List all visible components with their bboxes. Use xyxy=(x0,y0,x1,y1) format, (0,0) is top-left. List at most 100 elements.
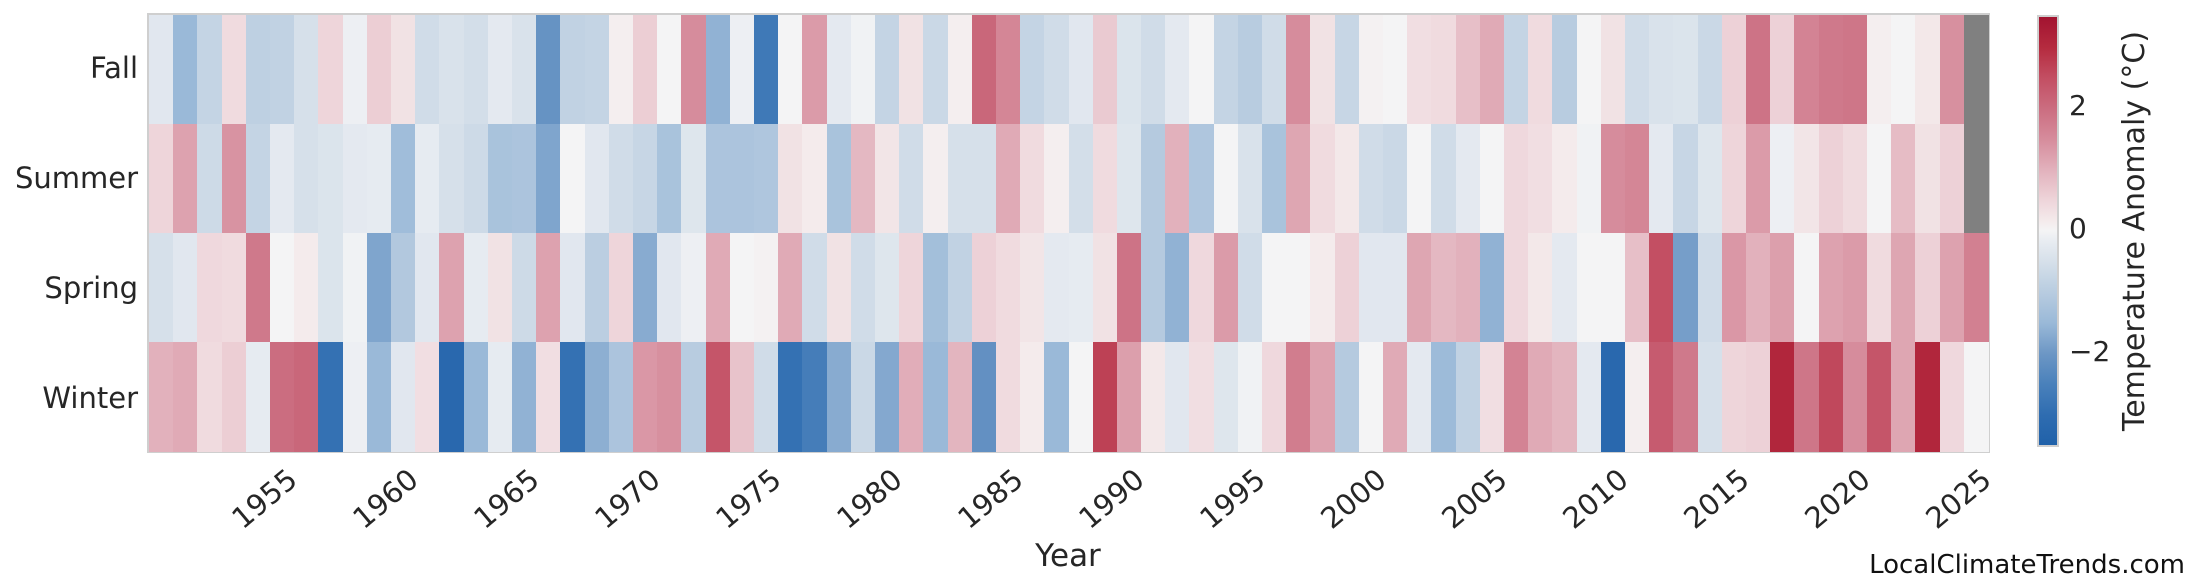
heatmap-cell xyxy=(1600,15,1626,125)
heatmap-cell xyxy=(245,342,271,452)
heatmap-cell xyxy=(1358,124,1384,234)
heatmap-cell xyxy=(1237,124,1263,234)
heatmap-cell xyxy=(1141,342,1166,452)
heatmap-cell xyxy=(778,342,803,452)
x-tick-label: 1960 xyxy=(346,462,425,536)
heatmap-cell xyxy=(1552,15,1578,125)
heatmap-cell xyxy=(221,233,247,343)
heatmap-cell xyxy=(1479,15,1505,125)
heatmap-cell xyxy=(584,124,610,234)
heatmap-cell xyxy=(1044,233,1070,343)
heatmap-cell xyxy=(1673,342,1699,452)
heatmap-grid xyxy=(147,13,1990,453)
heatmap-cell xyxy=(1794,342,1820,452)
colorbar-label: Temperature Anomaly (°C) xyxy=(2117,30,2152,432)
heatmap-cell xyxy=(584,15,610,125)
heatmap-cell xyxy=(1528,233,1554,343)
heatmap-cell xyxy=(1237,233,1263,343)
heatmap-cell xyxy=(778,233,803,343)
heatmap-cell xyxy=(1383,342,1408,452)
heatmap-cell xyxy=(536,124,561,234)
heatmap-cell xyxy=(1721,15,1747,125)
heatmap-cell xyxy=(390,342,416,452)
heatmap-cell xyxy=(173,124,198,234)
heatmap-cell xyxy=(1842,124,1868,234)
x-axis-label: Year xyxy=(1035,538,1101,574)
heatmap-cell xyxy=(1092,15,1118,125)
heatmap-cell xyxy=(1673,15,1699,125)
heatmap-cell xyxy=(1141,124,1166,234)
heatmap-cell xyxy=(1697,233,1723,343)
heatmap-cell xyxy=(1334,342,1360,452)
heatmap-cell xyxy=(657,342,682,452)
heatmap-cell xyxy=(560,342,586,452)
heatmap-cell xyxy=(1116,233,1142,343)
heatmap-cell xyxy=(850,233,876,343)
heatmap-cell xyxy=(1576,124,1602,234)
heatmap-cell xyxy=(1600,124,1626,234)
x-tick-label: 1975 xyxy=(709,462,788,536)
heatmap-cell xyxy=(245,15,271,125)
heatmap-cell xyxy=(511,233,537,343)
heatmap-cell xyxy=(294,342,319,452)
heatmap-cell xyxy=(1867,233,1892,343)
x-tick-label: 1970 xyxy=(588,462,667,536)
heatmap-cell xyxy=(608,15,634,125)
heatmap-cell xyxy=(1625,342,1650,452)
heatmap-cell xyxy=(366,342,392,452)
heatmap-cell xyxy=(1455,15,1481,125)
heatmap-cell xyxy=(1504,342,1529,452)
heatmap-cell xyxy=(608,342,634,452)
heatmap-cell xyxy=(1649,342,1675,452)
heatmap-cell xyxy=(995,15,1021,125)
heatmap-cell xyxy=(1818,15,1844,125)
heatmap-cell xyxy=(1867,342,1892,452)
heatmap-cell xyxy=(415,233,440,343)
heatmap-cell xyxy=(1770,124,1796,234)
heatmap-cell xyxy=(1455,233,1481,343)
heatmap-cell xyxy=(1649,15,1675,125)
heatmap-cell xyxy=(995,124,1021,234)
heatmap-cell xyxy=(1673,233,1699,343)
heatmap-cell xyxy=(1020,233,1045,343)
heatmap-cell xyxy=(1528,342,1554,452)
heatmap-cell xyxy=(1939,124,1965,234)
heatmap-cell xyxy=(923,15,949,125)
heatmap-cell xyxy=(1721,233,1747,343)
heatmap-cell xyxy=(487,124,513,234)
heatmap-cell xyxy=(729,15,755,125)
heatmap-cell xyxy=(1116,124,1142,234)
heatmap-cell xyxy=(1770,342,1796,452)
heatmap-cell xyxy=(463,15,489,125)
heatmap-cell xyxy=(1746,342,1771,452)
watermark-text: LocalClimateTrends.com xyxy=(1869,550,2185,580)
x-tick-label: 2010 xyxy=(1556,462,1635,536)
heatmap-cell xyxy=(850,124,876,234)
heatmap-cell xyxy=(1867,124,1892,234)
heatmap-cell xyxy=(1963,124,1989,234)
heatmap-cell xyxy=(173,233,198,343)
x-tick-label: 1980 xyxy=(830,462,909,536)
heatmap-cell xyxy=(632,15,658,125)
heatmap-cell xyxy=(269,233,295,343)
heatmap-cell xyxy=(1407,15,1433,125)
heatmap-cell xyxy=(415,342,440,452)
heatmap-cell xyxy=(1358,233,1384,343)
heatmap-cell xyxy=(439,233,465,343)
heatmap-cell xyxy=(536,15,561,125)
heatmap-cell xyxy=(1842,233,1868,343)
heatmap-cell xyxy=(1310,15,1336,125)
heatmap-cell xyxy=(681,342,707,452)
x-tick-label: 1990 xyxy=(1072,462,1151,536)
colorbar-tick-label: 0 xyxy=(2069,212,2087,245)
heatmap-cell xyxy=(1770,233,1796,343)
heatmap-cell xyxy=(390,233,416,343)
heatmap-cell xyxy=(294,233,319,343)
heatmap-cell xyxy=(753,233,779,343)
heatmap-cell xyxy=(1213,15,1239,125)
heatmap-cell xyxy=(1189,233,1215,343)
heatmap-cell xyxy=(1576,342,1602,452)
heatmap-cell xyxy=(560,15,586,125)
heatmap-cell xyxy=(1794,124,1820,234)
